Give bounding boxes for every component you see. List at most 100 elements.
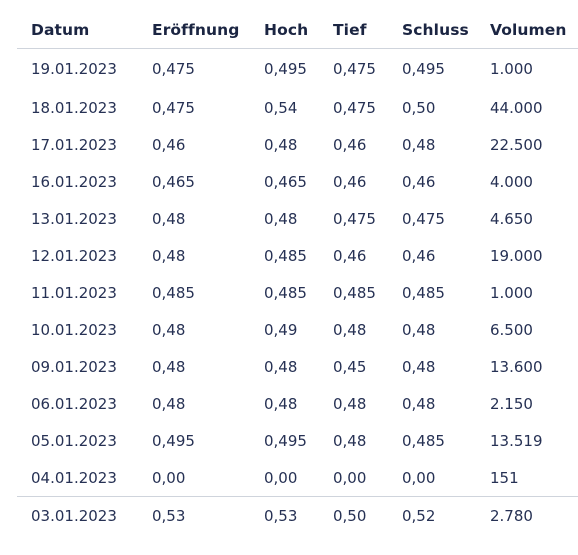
table-row: 13.01.2023 0,48 0,48 0,475 0,475 4.650 <box>17 200 578 237</box>
cell-low: 0,45 <box>333 357 367 376</box>
cell-low: 0,50 <box>333 506 367 525</box>
cell-high: 0,48 <box>264 394 298 413</box>
cell-low: 0,48 <box>333 320 367 339</box>
cell-close: 0,48 <box>402 394 436 413</box>
cell-low: 0,46 <box>333 246 367 265</box>
cell-volume: 44.000 <box>490 98 543 117</box>
cell-close: 0,48 <box>402 357 436 376</box>
cell-date: 17.01.2023 <box>31 135 117 154</box>
column-header-high: Hoch <box>250 12 319 49</box>
cell-high: 0,54 <box>264 98 298 117</box>
cell-volume: 151 <box>476 459 578 497</box>
cell-date: 05.01.2023 <box>31 431 117 450</box>
cell-volume: 4.000 <box>490 172 533 191</box>
cell-close: 0,50 <box>402 98 436 117</box>
cell-high: 0,53 <box>264 506 298 525</box>
cell-date: 16.01.2023 <box>31 172 117 191</box>
table-row: 19.01.2023 0,475 0,495 0,475 0,495 1.000 <box>17 49 578 90</box>
table-row: 09.01.2023 0,48 0,48 0,45 0,48 13.600 <box>17 348 578 385</box>
cell-open: 0,48 <box>152 246 186 265</box>
cell-low: 0,485 <box>333 283 376 302</box>
cell-volume: 22.500 <box>490 135 543 154</box>
cell-low: 0,48 <box>333 394 367 413</box>
cell-close: 0,475 <box>402 209 445 228</box>
cell-volume: 6.500 <box>490 320 533 339</box>
cell-volume: 19.000 <box>490 246 543 265</box>
cell-low: 0,46 <box>333 172 367 191</box>
table-row: 18.01.2023 0,475 0,54 0,475 0,50 44.000 <box>17 89 578 126</box>
cell-open: 0,465 <box>152 172 195 191</box>
price-history-table: Datum Eröffnung Hoch Tief Schluss Volume… <box>17 12 578 534</box>
cell-open: 0,485 <box>152 283 195 302</box>
cell-volume: 4.650 <box>490 209 533 228</box>
cell-low: 0,00 <box>319 459 388 497</box>
cell-open: 0,46 <box>152 135 186 154</box>
header-row: Datum Eröffnung Hoch Tief Schluss Volume… <box>17 12 578 49</box>
table-row: 17.01.2023 0,46 0,48 0,46 0,48 22.500 <box>17 126 578 163</box>
cell-high: 0,495 <box>264 431 307 450</box>
table-body: 19.01.2023 0,475 0,495 0,475 0,495 1.000 18.01… <box>17 49 578 535</box>
table-row: 04.01.2023 0,00 0,00 0,00 0,00 151 <box>17 459 578 497</box>
cell-open: 0,00 <box>138 459 250 497</box>
cell-open: 0,48 <box>152 394 186 413</box>
cell-close: 0,46 <box>402 172 436 191</box>
cell-low: 0,475 <box>333 98 376 117</box>
cell-open: 0,475 <box>152 60 195 78</box>
column-header-open: Eröffnung <box>138 12 250 49</box>
cell-open: 0,53 <box>152 506 186 525</box>
cell-open: 0,495 <box>152 431 195 450</box>
cell-date: 18.01.2023 <box>31 98 117 117</box>
table-row: 06.01.2023 0,48 0,48 0,48 0,48 2.150 <box>17 385 578 422</box>
table-row: 16.01.2023 0,465 0,465 0,46 0,46 4.000 <box>17 163 578 200</box>
cell-volume: 1.000 <box>490 60 533 78</box>
cell-low: 0,475 <box>333 209 376 228</box>
cell-date: 12.01.2023 <box>31 246 117 265</box>
column-header-close: Schluss <box>388 12 476 49</box>
cell-close: 0,48 <box>402 135 436 154</box>
cell-volume: 2.780 <box>490 506 533 525</box>
cell-date: 09.01.2023 <box>31 357 117 376</box>
cell-low: 0,46 <box>333 135 367 154</box>
cell-high: 0,00 <box>250 459 319 497</box>
cell-close: 0,48 <box>402 320 436 339</box>
cell-date: 10.01.2023 <box>31 320 117 339</box>
cell-open: 0,48 <box>152 357 186 376</box>
cell-volume: 13.600 <box>490 357 543 376</box>
table-row: 11.01.2023 0,485 0,485 0,485 0,485 1.000 <box>17 274 578 311</box>
column-header-date: Datum <box>17 12 138 49</box>
cell-date: 04.01.2023 <box>17 459 138 497</box>
cell-volume: 1.000 <box>490 283 533 302</box>
cell-date: 11.01.2023 <box>31 283 117 302</box>
cell-close: 0,485 <box>402 431 445 450</box>
cell-close: 0,00 <box>388 459 476 497</box>
column-header-low: Tief <box>319 12 388 49</box>
table-row: 03.01.2023 0,53 0,53 0,50 0,52 2.780 <box>17 497 578 535</box>
cell-high: 0,485 <box>264 283 307 302</box>
table-header: Datum Eröffnung Hoch Tief Schluss Volume… <box>17 12 578 49</box>
cell-close: 0,485 <box>402 283 445 302</box>
table-row: 10.01.2023 0,48 0,49 0,48 0,48 6.500 <box>17 311 578 348</box>
cell-open: 0,48 <box>152 320 186 339</box>
cell-high: 0,48 <box>264 209 298 228</box>
cell-close: 0,495 <box>402 60 445 78</box>
cell-high: 0,48 <box>264 135 298 154</box>
cell-high: 0,495 <box>264 60 307 78</box>
cell-close: 0,46 <box>402 246 436 265</box>
cell-high: 0,48 <box>264 357 298 376</box>
cell-open: 0,48 <box>152 209 186 228</box>
table-row: 05.01.2023 0,495 0,495 0,48 0,485 13.519 <box>17 422 578 459</box>
table-row: 12.01.2023 0,48 0,485 0,46 0,46 19.000 <box>17 237 578 274</box>
cell-date: 19.01.2023 <box>31 60 117 78</box>
cell-high: 0,465 <box>264 172 307 191</box>
cell-low: 0,475 <box>333 60 376 78</box>
cell-date: 03.01.2023 <box>31 506 117 525</box>
cell-volume: 2.150 <box>490 394 533 413</box>
cell-date: 06.01.2023 <box>31 394 117 413</box>
cell-volume: 13.519 <box>490 431 543 450</box>
cell-open: 0,475 <box>152 98 195 117</box>
cell-date: 13.01.2023 <box>31 209 117 228</box>
column-header-volume: Volumen <box>476 12 578 49</box>
cell-high: 0,49 <box>264 320 298 339</box>
cell-close: 0,52 <box>402 506 436 525</box>
